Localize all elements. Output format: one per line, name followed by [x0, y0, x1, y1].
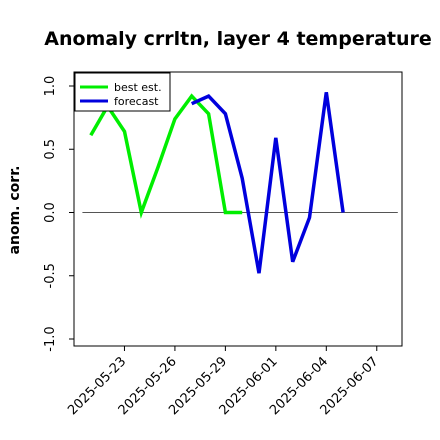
y-tick-label: -1.0 [43, 326, 58, 351]
legend-box [74, 72, 171, 112]
series-line-best-est [89, 93, 243, 219]
series-line-forecast [190, 92, 345, 274]
plot-frame [73, 71, 403, 347]
legend: best est. forecast [74, 72, 171, 112]
chart-title: Anomaly crrltn, layer 4 temperature [44, 28, 432, 50]
y-tick-label: -0.5 [43, 263, 58, 288]
y-tick-label: 0.5 [43, 139, 58, 160]
y-axis-label: anom. corr. [7, 166, 23, 255]
y-tick-label: 0.0 [43, 202, 58, 223]
y-tick-label: 1.0 [43, 76, 58, 97]
legend-label-forecast: forecast [114, 95, 159, 108]
legend-label-best-est: best est. [114, 81, 162, 94]
